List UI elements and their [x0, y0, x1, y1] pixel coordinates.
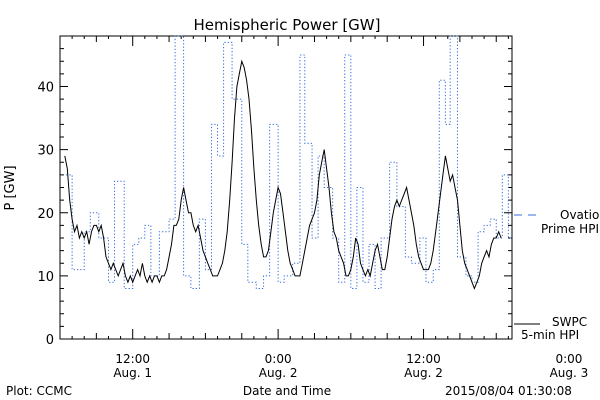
x-tick-label-time: 12:00 — [115, 352, 150, 366]
y-tick-label: 20 — [37, 207, 54, 222]
x-tick-label-time: 0:00 — [265, 352, 292, 366]
x-tick-label-date: Aug. 1 — [113, 366, 152, 380]
legend-ovation-label-line2: Prime HPI — [541, 222, 599, 236]
legend-ovation-label-line1: Ovation — [560, 208, 600, 222]
x-tick-label-date: Aug. 2 — [404, 366, 443, 380]
y-tick-label: 30 — [37, 144, 54, 159]
x-tick-label-time: 0:00 — [555, 352, 582, 366]
y-tick-label: 10 — [37, 270, 54, 285]
y-axis-label: P [GW] — [3, 165, 18, 210]
series-layer — [64, 35, 514, 290]
plot-timestamp: 2015/08/04 01:30:08 — [445, 384, 572, 398]
plot-credit: Plot: CCMC — [6, 384, 72, 398]
legend-swpc-label-line2: 5-min HPI — [521, 328, 579, 342]
x-tick-label-time: 12:00 — [406, 352, 441, 366]
x-tick-label-date: Aug. 2 — [259, 366, 298, 380]
legend-swpc-label-line1: SWPC — [552, 315, 587, 329]
legend: Ovation Prime HPI SWPC 5-min HPI — [514, 208, 600, 342]
x-axis-label: Date and Time — [243, 384, 331, 398]
y-tick-label: 40 — [37, 81, 54, 96]
x-tick-label-date: Aug. 3 — [550, 366, 589, 380]
series-swpc-5min-hpi — [64, 59, 502, 290]
y-axis: 0 10 20 30 40 — [37, 35, 512, 348]
plot-frame — [59, 35, 513, 340]
y-tick-label: 0 — [46, 333, 54, 348]
chart-title: Hemispheric Power [GW] — [194, 16, 381, 34]
